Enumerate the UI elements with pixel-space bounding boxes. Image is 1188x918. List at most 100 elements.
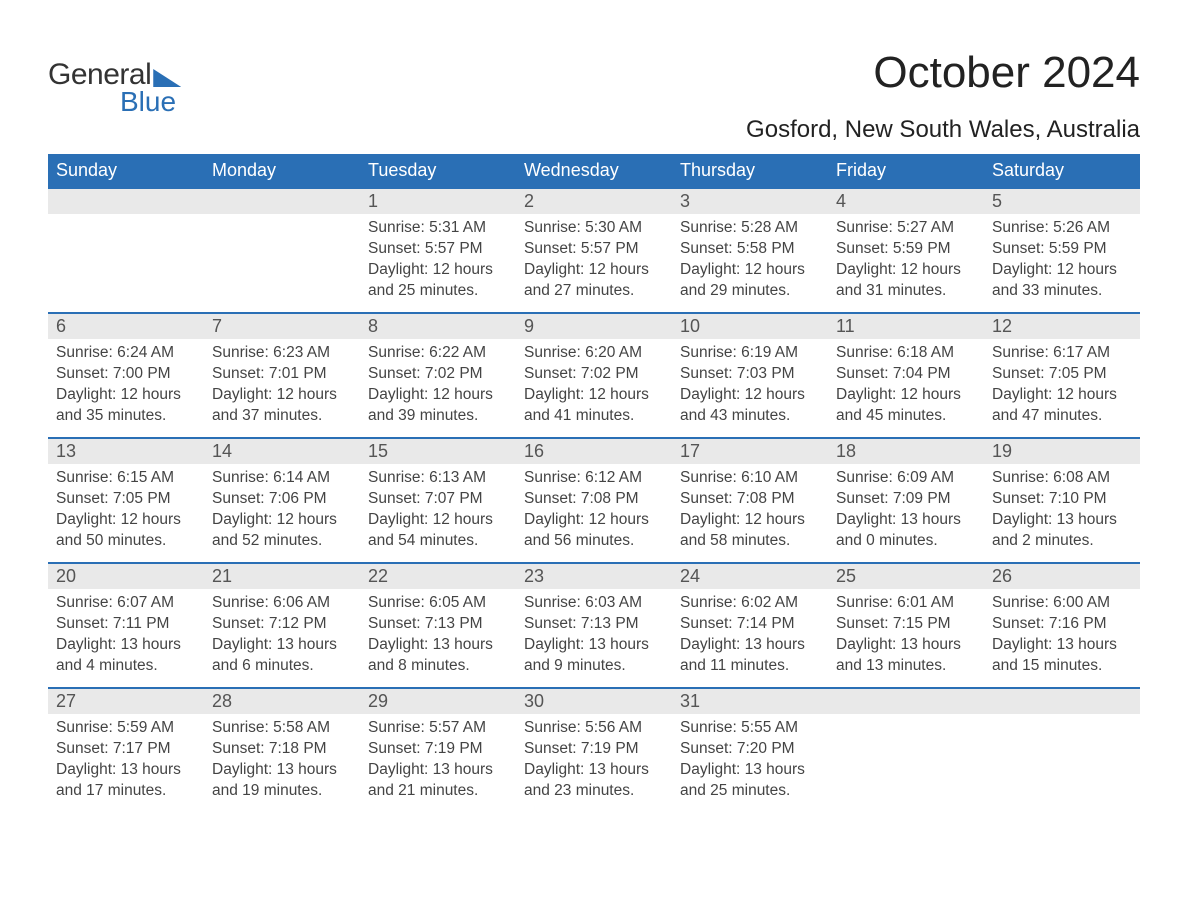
daylight2-text: and 2 minutes. — [992, 531, 1132, 552]
daylight1-text: Daylight: 12 hours — [212, 510, 352, 531]
sunrise-text: Sunrise: 5:56 AM — [524, 718, 664, 739]
sunset-text: Sunset: 7:07 PM — [368, 489, 508, 510]
calendar-table: Sunday Monday Tuesday Wednesday Thursday… — [48, 154, 1140, 812]
month-title: October 2024 — [746, 48, 1140, 98]
day-number: 19 — [984, 439, 1140, 464]
sunset-text: Sunset: 7:11 PM — [56, 614, 196, 635]
sunrise-text: Sunrise: 6:09 AM — [836, 468, 976, 489]
day-detail-cell: Sunrise: 5:58 AMSunset: 7:18 PMDaylight:… — [204, 714, 360, 812]
daynum-row: 13141516171819 — [48, 437, 1140, 464]
daylight2-text: and 19 minutes. — [212, 781, 352, 802]
sunset-text: Sunset: 7:01 PM — [212, 364, 352, 385]
day-detail-cell: Sunrise: 6:18 AMSunset: 7:04 PMDaylight:… — [828, 339, 984, 437]
sunset-text: Sunset: 7:10 PM — [992, 489, 1132, 510]
sunset-text: Sunset: 5:58 PM — [680, 239, 820, 260]
day-detail-cell: Sunrise: 6:01 AMSunset: 7:15 PMDaylight:… — [828, 589, 984, 687]
day-detail-cell: Sunrise: 5:26 AMSunset: 5:59 PMDaylight:… — [984, 214, 1140, 312]
day-detail-cell: Sunrise: 6:23 AMSunset: 7:01 PMDaylight:… — [204, 339, 360, 437]
logo-top-row: General — [48, 58, 181, 92]
sunrise-text: Sunrise: 5:31 AM — [368, 218, 508, 239]
day-number: 28 — [204, 689, 360, 714]
day-number: 17 — [672, 439, 828, 464]
day-detail-cell: Sunrise: 6:00 AMSunset: 7:16 PMDaylight:… — [984, 589, 1140, 687]
sunset-text: Sunset: 7:04 PM — [836, 364, 976, 385]
day-detail-cell — [984, 714, 1140, 812]
daylight1-text: Daylight: 12 hours — [836, 385, 976, 406]
day-number: 25 — [828, 564, 984, 589]
day-detail-cell: Sunrise: 6:17 AMSunset: 7:05 PMDaylight:… — [984, 339, 1140, 437]
day-number: 3 — [672, 189, 828, 214]
day-number: 21 — [204, 564, 360, 589]
weekday-head: Tuesday — [360, 154, 516, 187]
sunrise-text: Sunrise: 6:20 AM — [524, 343, 664, 364]
daylight2-text: and 23 minutes. — [524, 781, 664, 802]
day-number — [48, 189, 204, 214]
day-detail-cell: Sunrise: 5:30 AMSunset: 5:57 PMDaylight:… — [516, 214, 672, 312]
day-number: 13 — [48, 439, 204, 464]
weekday-head: Monday — [204, 154, 360, 187]
day-number: 2 — [516, 189, 672, 214]
day-detail-cell: Sunrise: 6:22 AMSunset: 7:02 PMDaylight:… — [360, 339, 516, 437]
day-number: 6 — [48, 314, 204, 339]
title-block: October 2024 Gosford, New South Wales, A… — [746, 48, 1140, 144]
daylight1-text: Daylight: 13 hours — [992, 635, 1132, 656]
daylight2-text: and 25 minutes. — [680, 781, 820, 802]
sunset-text: Sunset: 7:08 PM — [524, 489, 664, 510]
daylight1-text: Daylight: 12 hours — [368, 510, 508, 531]
daylight2-text: and 4 minutes. — [56, 656, 196, 677]
day-number: 11 — [828, 314, 984, 339]
detail-row: Sunrise: 5:59 AMSunset: 7:17 PMDaylight:… — [48, 714, 1140, 812]
detail-row: Sunrise: 5:31 AM Sunset: 5:57 PM Daylight:… — [48, 214, 1140, 312]
detail-row: Sunrise: 6:24 AMSunset: 7:00 PMDaylight:… — [48, 339, 1140, 437]
sunset-text: Sunset: 7:05 PM — [992, 364, 1132, 385]
day-number: 12 — [984, 314, 1140, 339]
daylight2-text: and 52 minutes. — [212, 531, 352, 552]
daylight1-text: Daylight: 12 hours — [212, 385, 352, 406]
daylight1-text: Daylight: 12 hours — [524, 510, 664, 531]
daylight1-text: Daylight: 13 hours — [368, 760, 508, 781]
day-number: 22 — [360, 564, 516, 589]
daylight2-text: and 39 minutes. — [368, 406, 508, 427]
sunset-text: Sunset: 7:19 PM — [368, 739, 508, 760]
sunrise-text: Sunrise: 6:06 AM — [212, 593, 352, 614]
daylight1-text: Daylight: 12 hours — [56, 510, 196, 531]
day-detail-cell: Sunrise: 5:55 AMSunset: 7:20 PMDaylight:… — [672, 714, 828, 812]
sunset-text: Sunset: 7:13 PM — [524, 614, 664, 635]
day-detail-cell: Sunrise: 5:27 AMSunset: 5:59 PMDaylight:… — [828, 214, 984, 312]
sunrise-text: Sunrise: 6:13 AM — [368, 468, 508, 489]
sunset-text: Sunset: 5:57 PM — [524, 239, 664, 260]
day-detail-cell: Sunrise: 6:05 AMSunset: 7:13 PMDaylight:… — [360, 589, 516, 687]
sunrise-text: Sunrise: 5:55 AM — [680, 718, 820, 739]
sunset-text: Sunset: 7:19 PM — [524, 739, 664, 760]
sunset-text: Sunset: 7:12 PM — [212, 614, 352, 635]
daylight1-text: Daylight: 12 hours — [680, 260, 820, 281]
day-detail-cell: Sunrise: 5:59 AMSunset: 7:17 PMDaylight:… — [48, 714, 204, 812]
day-number: 27 — [48, 689, 204, 714]
day-number: 1 — [360, 189, 516, 214]
daylight1-text: Daylight: 12 hours — [680, 510, 820, 531]
daylight1-text: Daylight: 13 hours — [836, 510, 976, 531]
daylight2-text: and 9 minutes. — [524, 656, 664, 677]
day-number — [828, 689, 984, 714]
sunrise-text: Sunrise: 5:27 AM — [836, 218, 976, 239]
sunrise-text: Sunrise: 6:23 AM — [212, 343, 352, 364]
daylight2-text: and 41 minutes. — [524, 406, 664, 427]
daylight1-text: Daylight: 13 hours — [836, 635, 976, 656]
day-number: 30 — [516, 689, 672, 714]
day-detail-cell: Sunrise: 5:56 AMSunset: 7:19 PMDaylight:… — [516, 714, 672, 812]
daylight2-text: and 33 minutes. — [992, 281, 1132, 302]
daylight1-text: Daylight: 13 hours — [680, 760, 820, 781]
day-number: 29 — [360, 689, 516, 714]
daylight1-text: Daylight: 12 hours — [524, 385, 664, 406]
brand-flag-icon — [153, 69, 181, 87]
sunrise-text: Sunrise: 6:14 AM — [212, 468, 352, 489]
daylight1-text: Daylight: 13 hours — [680, 635, 820, 656]
weekday-head: Friday — [828, 154, 984, 187]
daylight2-text: and 6 minutes. — [212, 656, 352, 677]
sunrise-text: Sunrise: 6:24 AM — [56, 343, 196, 364]
daylight2-text: and 27 minutes. — [524, 281, 664, 302]
day-detail-cell: Sunrise: 6:24 AMSunset: 7:00 PMDaylight:… — [48, 339, 204, 437]
sunrise-text: Sunrise: 6:01 AM — [836, 593, 976, 614]
sunrise-text: Sunrise: 5:26 AM — [992, 218, 1132, 239]
day-number: 26 — [984, 564, 1140, 589]
